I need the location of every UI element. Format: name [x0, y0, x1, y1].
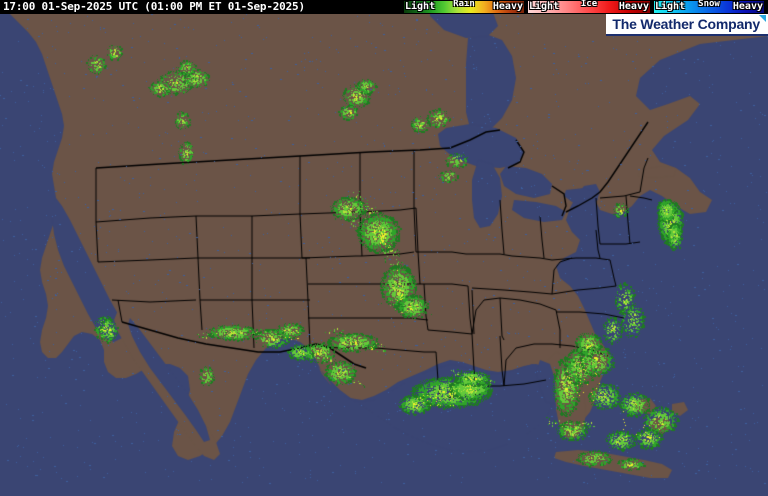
logo-text: The Weather Company [612, 16, 760, 32]
weather-company-logo[interactable]: The Weather Company [606, 14, 768, 36]
logo-accent-icon [759, 15, 766, 22]
